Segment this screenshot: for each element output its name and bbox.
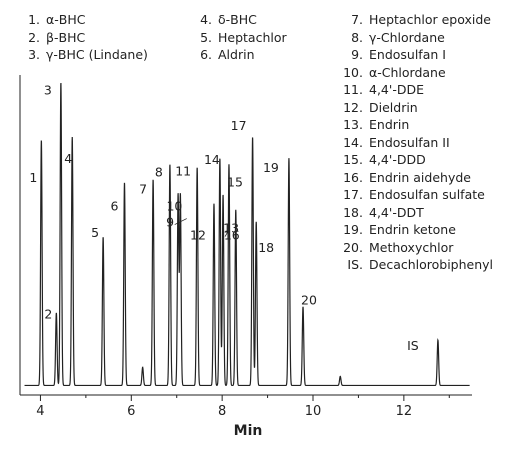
peak-label-9: 9: [166, 215, 174, 230]
peak-label-15: 15: [227, 174, 243, 189]
legend-item-name: Dieldrin: [369, 99, 418, 115]
legend-item-name: α-Chlordane: [369, 64, 446, 80]
legend-item-name: Methoxychlor: [369, 239, 454, 255]
legend-item-number: 7.: [351, 12, 363, 27]
peak-label-18: 18: [258, 240, 274, 255]
legend-item: 17. Endosulfan sulfate: [336, 186, 493, 204]
legend-item: 18. 4,4'-DDT: [336, 204, 493, 222]
legend-item: 20. Methoxychlor: [336, 239, 493, 257]
leader-line-9: [174, 218, 187, 225]
peak-label-10: 10: [166, 199, 182, 214]
legend-item: 7. Heptachlor epoxide: [336, 11, 493, 29]
legend-item-number: 8.: [351, 29, 363, 45]
legend-item-number: 19.: [343, 222, 363, 237]
legend-item: 10. α-Chlordane: [336, 64, 493, 82]
legend-column-2: 4. δ-BHC 5. Heptachlor 6. Aldrin: [196, 11, 287, 64]
legend-item-name: Heptachlor: [218, 29, 287, 45]
legend-item: 5. Heptachlor: [196, 29, 287, 47]
peak-label-IS: IS: [407, 338, 419, 353]
legend-item: 1. α-BHC: [24, 11, 148, 29]
legend-item-number: 14.: [343, 134, 363, 150]
legend-item-name: δ-BHC: [218, 12, 257, 27]
legend-item-name: 4,4'-DDE: [369, 82, 424, 97]
legend-item: 15. 4,4'-DDD: [336, 151, 493, 169]
legend-item-name: β-BHC: [46, 29, 86, 45]
legend-item: 6. Aldrin: [196, 46, 287, 64]
legend-column-3: 7. Heptachlor epoxide 8. γ-Chlordane 9. Endos…: [336, 11, 493, 274]
legend-item-number: IS.: [347, 257, 363, 272]
x-tick-label: 12: [396, 404, 413, 419]
legend-item: 16. Endrin aidehyde: [336, 169, 493, 187]
x-tick-label: 6: [127, 404, 135, 419]
legend-item: 19. Endrin ketone: [336, 221, 493, 239]
legend-item-number: 16.: [343, 169, 363, 185]
x-axis: 4 6 8 10 12: [19, 75, 472, 419]
legend-item-number: 5.: [200, 29, 212, 45]
legend-item-number: 18.: [343, 204, 363, 220]
legend-item-number: 11.: [343, 82, 363, 97]
legend-item-number: 10.: [343, 64, 363, 80]
x-tick-label: 4: [36, 404, 44, 419]
peak-label-8: 8: [155, 164, 163, 179]
legend-item-name: Endrin: [369, 117, 410, 132]
legend-item-name: γ-BHC (Lindane): [46, 47, 148, 62]
legend-item-name: 4,4'-DDT: [369, 204, 424, 220]
peak-label-12: 12: [190, 228, 206, 243]
peak-label-2: 2: [44, 307, 52, 322]
legend-item-number: 20.: [343, 239, 363, 255]
peak-label-17: 17: [231, 118, 247, 133]
peak-label-20: 20: [301, 293, 317, 308]
legend-item-name: Decachlorobiphenyl: [369, 257, 494, 272]
legend-item-name: γ-Chlordane: [369, 29, 445, 45]
legend-item: 4. δ-BHC: [196, 11, 287, 29]
leader-line-13: [224, 230, 229, 237]
x-tick-label: 10: [305, 404, 322, 419]
legend-item-number: 6.: [200, 47, 212, 62]
legend-item-name: Endrin ketone: [369, 222, 456, 237]
peak-label-5: 5: [91, 225, 99, 240]
peak-label-11: 11: [175, 163, 191, 178]
legend-item-name: α-BHC: [46, 12, 86, 27]
legend-item: 8. γ-Chlordane: [336, 29, 493, 47]
peak-label-13: 13: [223, 221, 239, 236]
legend-item-name: Endosulfan II: [369, 134, 450, 150]
legend-item-name: 4,4'-DDD: [369, 152, 426, 167]
legend-item: 14. Endosulfan II: [336, 134, 493, 152]
legend-item-number: 13.: [343, 117, 363, 132]
peak-label-14: 14: [204, 152, 220, 167]
peak-label-3: 3: [44, 83, 52, 98]
peak-label-4: 4: [64, 151, 72, 166]
legend-item-number: 3.: [28, 47, 40, 62]
peak-label-19: 19: [263, 160, 279, 175]
legend-item: 11. 4,4'-DDE: [336, 81, 493, 99]
legend-item-name: Endrin aidehyde: [369, 169, 471, 185]
legend-item: 12. Dieldrin: [336, 99, 493, 117]
peak-label-6: 6: [111, 198, 119, 213]
legend-item-number: 12.: [343, 99, 363, 115]
legend-item-number: 4.: [200, 12, 212, 27]
legend-item: 13. Endrin: [336, 116, 493, 134]
legend-column-1: 1. α-BHC 2. β-BHC 3. γ-BHC (Lindane): [24, 11, 148, 64]
peak-label-7: 7: [139, 181, 147, 196]
legend-item: 9. Endosulfan I: [336, 46, 493, 64]
legend-item-number: 9.: [351, 47, 363, 62]
x-tick-label: 8: [218, 404, 226, 419]
legend-item: IS. Decachlorobiphenyl: [336, 256, 493, 274]
legend-item: 3. γ-BHC (Lindane): [24, 46, 148, 64]
legend-item-number: 1.: [28, 12, 40, 27]
legend-item-number: 17.: [343, 187, 363, 202]
legend-item-name: Aldrin: [218, 47, 255, 62]
chromatogram-trace: [24, 83, 470, 387]
legend-item-number: 15.: [343, 152, 363, 167]
legend-item-name: Endosulfan sulfate: [369, 187, 485, 202]
x-axis-title: Min: [234, 423, 263, 439]
legend-item-name: Endosulfan I: [369, 47, 446, 62]
peak-label-1: 1: [29, 170, 37, 185]
legend-item-number: 2.: [28, 29, 40, 45]
legend-item-name: Heptachlor epoxide: [369, 12, 491, 27]
legend-item: 2. β-BHC: [24, 29, 148, 47]
